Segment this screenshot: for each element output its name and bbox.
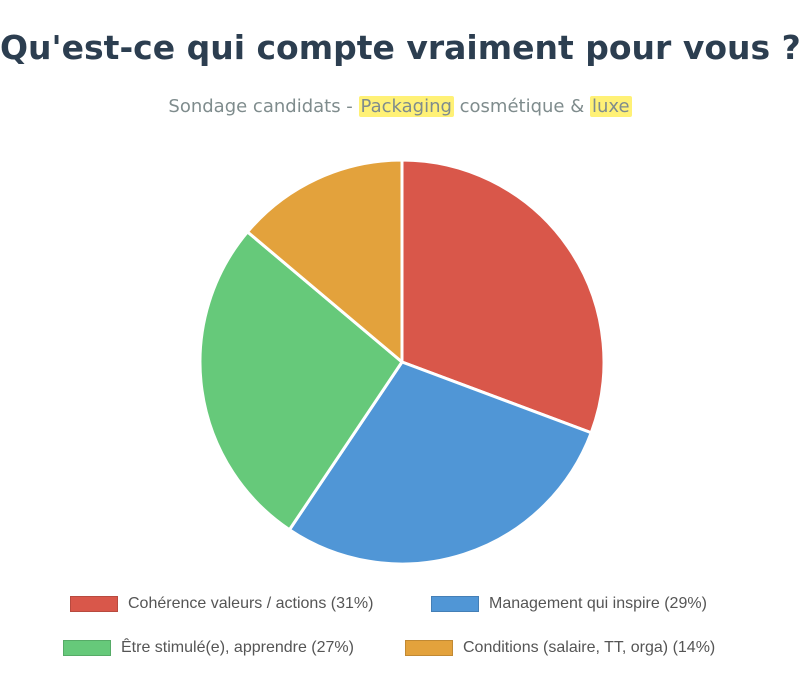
legend-label-stimule: Être stimulé(e), apprendre (27%) [121, 639, 354, 656]
legend-item-coherence[interactable]: Cohérence valeurs / actions (31%) [70, 593, 373, 615]
legend-swatch-management [431, 596, 479, 612]
subtitle-highlight-luxe: luxe [589, 96, 632, 117]
legend-swatch-stimule [63, 640, 111, 656]
legend-label-coherence: Cohérence valeurs / actions (31%) [128, 595, 374, 612]
chart-title: Qu'est-ce qui compte vraiment pour vous … [0, 28, 800, 67]
legend-item-management[interactable]: Management qui inspire (29%) [431, 593, 707, 615]
subtitle-text-2: cosmétique & [453, 96, 590, 117]
pie-slice-management[interactable] [287, 360, 593, 566]
legend-item-stimule[interactable]: Être stimulé(e), apprendre (27%) [63, 637, 354, 659]
subtitle-text-1: Sondage candidats - [168, 96, 359, 117]
chart-subtitle: Sondage candidats - Packaging cosmétique… [0, 96, 800, 117]
legend-label-conditions: Conditions (salaire, TT, orga) (14%) [463, 639, 716, 656]
legend-swatch-conditions [405, 640, 453, 656]
subtitle-highlight-packaging: Packaging [358, 96, 454, 117]
legend-swatch-coherence [70, 596, 118, 612]
pie-slice-stimule[interactable] [198, 230, 404, 532]
legend-label-management: Management qui inspire (29%) [489, 595, 707, 612]
pie-slice-conditions[interactable] [245, 158, 404, 364]
pie-slice-coherence[interactable] [400, 158, 606, 435]
legend-item-conditions[interactable]: Conditions (salaire, TT, orga) (14%) [405, 637, 715, 659]
